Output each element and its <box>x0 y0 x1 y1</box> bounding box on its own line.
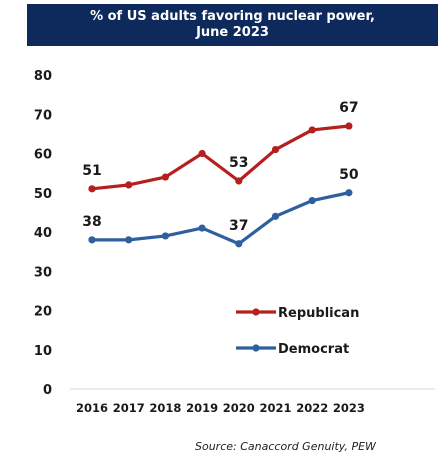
data-point-democrat <box>235 240 243 248</box>
y-tick-label: 10 <box>34 344 52 359</box>
chart-title-line2: June 2023 <box>196 25 269 40</box>
y-tick-label: 20 <box>34 305 52 320</box>
x-tick-label: 2022 <box>296 401 328 415</box>
source-note: Source: Canaccord Genuity, PEW <box>195 440 376 453</box>
x-tick-label: 2021 <box>259 401 291 415</box>
x-tick-label: 2023 <box>333 401 365 415</box>
y-tick-label: 0 <box>43 383 52 398</box>
x-tick-label: 2019 <box>186 401 218 415</box>
x-tick-label: 2020 <box>223 401 255 415</box>
y-tick-label: 60 <box>34 148 52 163</box>
data-point-republican <box>308 126 316 134</box>
data-point-democrat <box>271 212 280 220</box>
data-label-democrat: 37 <box>229 218 248 234</box>
y-tick-label: 50 <box>34 187 52 202</box>
data-point-democrat <box>125 236 133 244</box>
legend-label-republican: Republican <box>278 306 359 321</box>
data-label-republican: 67 <box>339 100 358 116</box>
x-tick-label: 2017 <box>113 401 145 415</box>
y-tick-label: 30 <box>34 265 52 280</box>
legend-label-democrat: Democrat <box>278 342 349 357</box>
data-label-republican: 53 <box>229 155 248 171</box>
data-label-republican: 51 <box>82 163 101 179</box>
data-point-republican <box>235 177 243 185</box>
data-point-republican <box>198 149 206 158</box>
data-point-democrat <box>345 189 353 197</box>
y-tick-label: 40 <box>34 226 52 241</box>
series-line-democrat <box>90 191 351 246</box>
y-tick-label: 80 <box>34 69 52 84</box>
chart-title-line1: % of US adults favoring nuclear power, <box>90 9 375 24</box>
data-label-democrat: 50 <box>339 167 359 183</box>
x-tick-label: 2016 <box>76 401 108 415</box>
data-point-republican <box>345 122 353 130</box>
legend-marker-republican <box>252 308 260 316</box>
legend-marker-democrat <box>252 344 260 352</box>
chart-title-banner: % of US adults favoring nuclear power, J… <box>27 4 438 46</box>
data-point-republican <box>161 173 169 181</box>
data-point-republican <box>88 185 96 193</box>
x-tick-label: 2018 <box>149 401 181 415</box>
data-point-democrat <box>308 197 316 205</box>
data-point-democrat <box>161 232 169 240</box>
data-point-democrat <box>88 236 96 244</box>
data-point-republican <box>271 145 280 154</box>
data-point-republican <box>125 181 133 189</box>
series-line-republican <box>90 124 351 191</box>
y-tick-label: 70 <box>34 108 52 123</box>
data-point-democrat <box>198 224 206 232</box>
data-label-democrat: 38 <box>82 214 101 230</box>
